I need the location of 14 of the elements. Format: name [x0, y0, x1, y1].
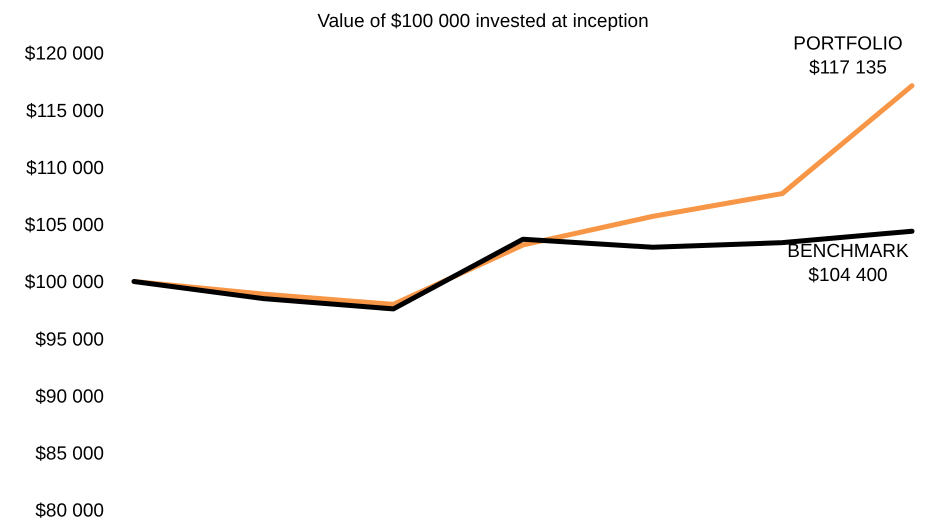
y-tick-label: $80 000 — [35, 500, 104, 522]
y-tick-label: $100 000 — [24, 272, 104, 294]
data-label: $104 400 — [808, 265, 888, 286]
y-tick-label: $105 000 — [24, 215, 104, 236]
y-tick-label: $90 000 — [35, 386, 104, 408]
y-tick-label: $95 000 — [35, 329, 104, 350]
y-tick-label: $115 000 — [26, 100, 104, 122]
series-label: BENCHMARK — [787, 241, 910, 262]
y-tick-label: $120 000 — [24, 44, 104, 65]
chart-title: Value of $100 000 invested at inception — [317, 11, 649, 32]
series-label: PORTFOLIO — [793, 34, 903, 55]
data-label: $117 135 — [809, 58, 887, 79]
y-tick-label: $110 000 — [26, 158, 104, 179]
y-tick-label: $85 000 — [35, 444, 104, 465]
